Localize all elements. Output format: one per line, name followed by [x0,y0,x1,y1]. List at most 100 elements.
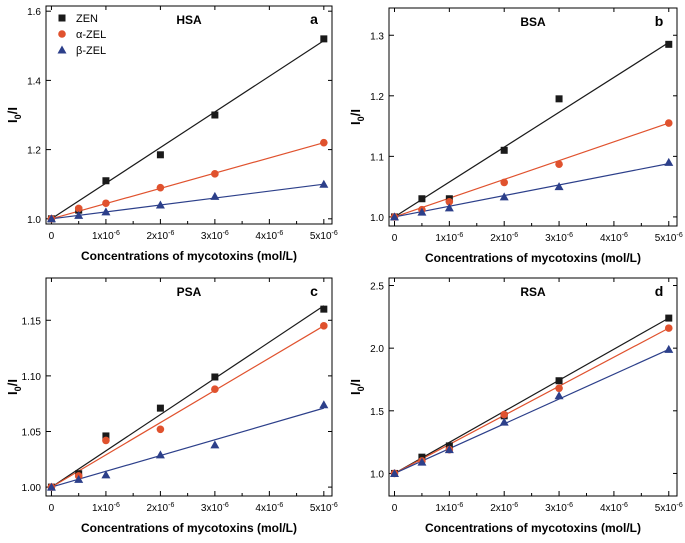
x-tick-label-base: 1x10 [435,233,457,244]
x-tick-label-base: 2x10 [490,233,512,244]
point-triangle [554,182,564,191]
point-circle [156,425,165,434]
point-square [500,146,508,154]
point-triangle [444,203,454,212]
x-tick-label-base: 3x10 [201,503,223,514]
point-circle [500,410,509,419]
x-axis-label: Concentrations of mycotoxins (mol/L) [81,249,297,263]
x-tick-label: 5x10-6 [310,502,338,514]
x-tick-label-exponent: -6 [676,232,682,239]
y-axis-label-main: I [348,391,363,395]
point-triangle [664,344,674,353]
point-square [211,373,219,381]
panel-bsa: 0 1x10-6 2x10-6 3x10-6 4x10-6 5x10-61.01.11.2… [348,7,683,265]
x-tick-label-exponent: -6 [567,502,573,509]
x-tick-label-base: 1x10 [435,503,457,514]
y-axis-label-main: I [348,121,363,125]
panel-letter: c [310,283,318,299]
fit-line-square [394,317,670,474]
point-triangle [210,191,220,200]
point-square [665,314,673,322]
x-tick-label: 4x10-6 [255,502,283,514]
x-tick-label-base: 3x10 [545,233,567,244]
y-tick-label: 1.6 [27,7,41,18]
x-tick-label-exponent: -6 [457,502,463,509]
point-square [320,305,328,313]
x-axis-label: Concentrations of mycotoxins (mol/L) [425,521,641,535]
panel-letter: d [655,283,664,299]
point-circle [555,160,563,169]
point-square [418,195,426,203]
x-tick-label: 0 [392,503,398,514]
x-tick-label: 3x10-6 [201,502,229,514]
panel-letter: b [655,13,664,29]
y-axis-label: I0/I [348,379,366,395]
x-tick-label: 1x10-6 [92,502,120,514]
x-tick-label-base: 1x10 [92,231,114,242]
y-tick-label: 1.2 [370,92,384,103]
y-axis-label-sub: 0 [13,114,23,119]
y-tick-label: 2.0 [370,344,384,355]
panel-title: PSA [177,285,202,299]
legend-marker-circle [58,30,66,38]
x-tick-label: 2x10-6 [490,232,518,244]
x-tick-label-base: 5x10 [310,503,332,514]
x-tick-label: 5x10-6 [310,230,338,242]
point-square [102,432,110,440]
fit-line-triangle [394,163,669,218]
y-tick-label: 1.05 [22,427,42,438]
point-circle [664,324,673,332]
point-circle [320,138,328,147]
y-tick-label: 1.0 [370,469,384,480]
x-tick-label-base: 5x10 [310,231,332,242]
point-circle [211,170,219,178]
point-circle [555,384,563,393]
x-tick-label-exponent: -6 [168,502,174,509]
x-tick-label-base: 0 [49,231,55,242]
y-axis-label-sub: 0 [356,116,366,121]
point-square [156,151,164,159]
x-tick-label-exponent: -6 [114,230,120,237]
legend-marker-triangle [57,45,67,54]
fit-line-circle [51,142,324,220]
fit-line-square [51,40,325,220]
panel-letter: a [310,11,318,27]
y-axis-label-tail: /I [348,379,363,386]
point-square [102,177,110,185]
point-triangle [417,457,427,466]
y-axis-label-tail: /I [348,109,363,116]
x-tick-label: 2x10-6 [146,230,174,242]
point-triangle [46,482,56,491]
point-square [555,95,563,103]
fit-line-triangle [394,348,670,474]
x-tick-label-exponent: -6 [332,230,338,237]
x-tick-label-exponent: -6 [676,502,682,509]
y-tick-label: 1.5 [370,407,384,418]
panel-title: BSA [520,15,546,29]
point-square [555,377,563,385]
y-tick-label: 2.5 [370,282,384,293]
y-axis-label-tail: /I [5,379,20,386]
y-tick-label: 1.4 [27,76,41,87]
point-circle [102,199,110,208]
x-tick-label-base: 3x10 [201,231,223,242]
x-tick-label-exponent: -6 [622,232,628,239]
x-tick-label: 1x10-6 [92,230,120,242]
point-square [665,40,673,48]
x-tick-label-exponent: -6 [512,232,518,239]
x-tick-label: 2x10-6 [146,502,174,514]
panel-rsa: 0 1x10-6 2x10-6 3x10-6 4x10-6 5x10-61.01.52.0… [348,277,683,535]
y-axis-label-sub: 0 [13,386,23,391]
x-tick-label-base: 2x10 [490,503,512,514]
x-tick-label: 5x10-6 [655,232,683,244]
x-tick-label-exponent: -6 [332,502,338,509]
y-tick-label: 1.0 [370,213,384,224]
legend-label: α-ZEL [76,29,106,41]
x-tick-label-base: 0 [392,503,398,514]
fit-line-circle [394,122,669,218]
fit-line-square [394,42,670,218]
x-tick-label-base: 0 [392,233,398,244]
legend-marker-square [58,14,66,22]
x-tick-label-base: 4x10 [600,503,622,514]
